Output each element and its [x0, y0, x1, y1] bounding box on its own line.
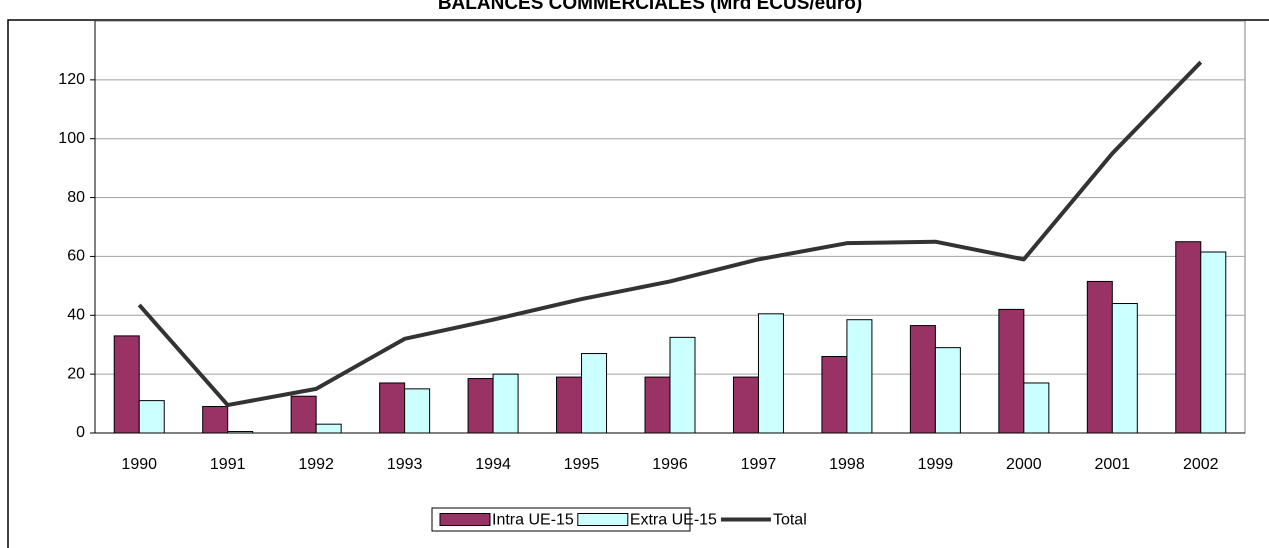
- x-tick-label: 1994: [475, 456, 511, 473]
- x-tick-label: 1996: [652, 456, 688, 473]
- x-tick-label: 2001: [1095, 456, 1131, 473]
- x-tick-label: 1991: [210, 456, 246, 473]
- chart-title: BALANCES COMMERCIALES (Mrd ECUS/euro): [438, 0, 862, 14]
- bar: [315, 423, 342, 434]
- bar: [556, 376, 583, 434]
- y-tick-label: 120: [58, 71, 85, 88]
- y-tick-label: 60: [67, 248, 85, 265]
- bar: [1023, 382, 1050, 434]
- bar: [227, 431, 254, 434]
- legend-label: Intra UE-15: [492, 512, 574, 529]
- legend-swatch: [439, 513, 491, 526]
- x-tick-label: 1993: [387, 456, 423, 473]
- bar: [669, 336, 696, 434]
- bar: [1175, 241, 1202, 434]
- y-tick-label: 100: [58, 130, 85, 147]
- bar: [379, 382, 406, 434]
- legend-label: Total: [773, 512, 807, 529]
- bar: [934, 347, 961, 434]
- x-tick-label: 2000: [1006, 456, 1042, 473]
- bar: [581, 353, 608, 434]
- y-tick-label: 0: [76, 424, 85, 441]
- bar: [909, 325, 936, 434]
- bar: [492, 373, 519, 434]
- bar: [467, 378, 494, 434]
- line: [137, 60, 1203, 408]
- y-tick-label: 80: [67, 189, 85, 206]
- bar: [113, 335, 140, 434]
- x-tick-label: 1992: [298, 456, 334, 473]
- legend-label: Extra UE-15: [630, 512, 717, 529]
- y-tick-label: 20: [67, 365, 85, 382]
- bar: [757, 313, 784, 434]
- y-tick-label: 40: [67, 307, 85, 324]
- x-tick-label: 1990: [121, 456, 157, 473]
- x-tick-label: 1995: [564, 456, 600, 473]
- bar: [821, 355, 848, 434]
- x-tick-label: 1998: [829, 456, 865, 473]
- x-tick-label: 1999: [918, 456, 954, 473]
- bar: [290, 395, 317, 434]
- legend-swatch: [577, 513, 629, 526]
- bar: [404, 388, 431, 434]
- bar: [1111, 303, 1138, 434]
- x-tick-label: 2002: [1183, 456, 1219, 473]
- bar: [1200, 251, 1227, 434]
- bar: [644, 376, 671, 434]
- bar: [846, 319, 873, 434]
- bar: [202, 406, 229, 434]
- bar: [1086, 280, 1113, 434]
- bar: [732, 376, 759, 434]
- x-tick-label: 1997: [741, 456, 777, 473]
- bar: [998, 308, 1025, 434]
- bar: [138, 400, 165, 434]
